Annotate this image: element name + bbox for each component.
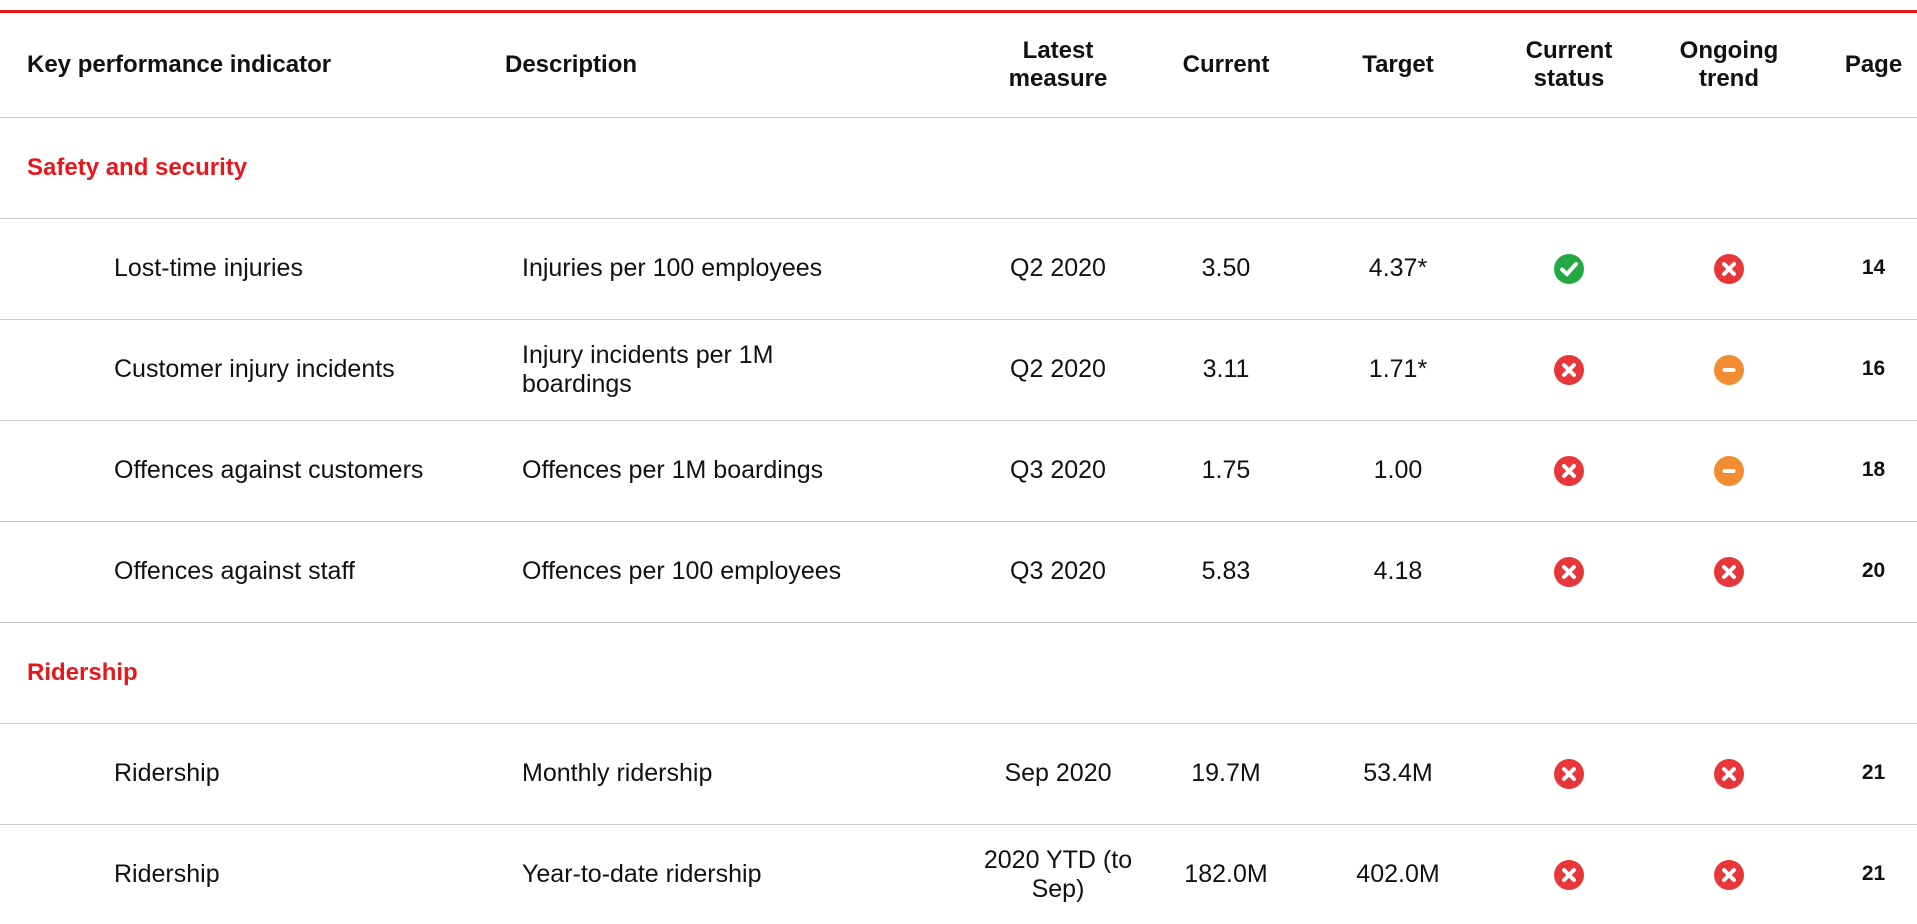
latest-measure: Sep 2020 [970,723,1146,825]
ongoing-trend [1648,521,1810,623]
current-status [1490,218,1648,320]
target-value: 402.0M [1306,824,1490,924]
target-value: 1.71* [1306,319,1490,421]
current-value: 1.75 [1146,420,1306,522]
ongoing-trend [1648,420,1810,522]
column-header: Description [495,13,970,118]
current-value: 182.0M [1146,824,1306,924]
description: Monthly ridership [495,723,970,825]
current-status [1490,420,1648,522]
column-header: Current [1146,13,1306,118]
column-header: Target [1306,13,1490,118]
page-number: 21 [1810,824,1917,924]
description: Injuries per 100 employees [495,218,970,320]
page-number: 16 [1810,319,1917,421]
column-header: Current status [1490,13,1648,118]
kpi-name: Offences against customers [0,420,495,522]
column-header: Latest measure [970,13,1146,118]
current-value: 5.83 [1146,521,1306,623]
status-icon [1554,556,1584,587]
column-header: Ongoing trend [1648,13,1810,118]
status-icon [1554,253,1584,284]
current-value: 19.7M [1146,723,1306,825]
kpi-name: Lost-time injuries [0,218,495,320]
section-title: Ridership [0,622,1917,724]
target-value: 4.18 [1306,521,1490,623]
kpi-row: Customer injury incidents Injury incident… [0,319,1917,421]
current-status [1490,824,1648,924]
status-icon [1714,758,1744,789]
latest-measure: Q2 2020 [970,319,1146,421]
target-value: 1.00 [1306,420,1490,522]
status-icon [1554,354,1584,385]
ongoing-trend [1648,218,1810,320]
top-rule [0,10,1917,13]
kpi-row: Ridership Year-to-date ridership 2020 YTD … [0,824,1917,924]
page-number: 18 [1810,420,1917,522]
latest-measure: Q3 2020 [970,521,1146,623]
status-icon [1554,455,1584,486]
current-status [1490,723,1648,825]
section-row: Safety and security [0,117,1917,219]
ongoing-trend [1648,319,1810,421]
status-icon [1714,556,1744,587]
kpi-table: Key performance indicator Description Late… [0,13,1917,924]
column-header: Key performance indicator [0,13,495,118]
target-value: 4.37* [1306,218,1490,320]
status-icon [1714,859,1744,890]
page-number: 14 [1810,218,1917,320]
status-icon [1554,758,1584,789]
current-status [1490,319,1648,421]
kpi-name: Ridership [0,824,495,924]
description: Offences per 100 employees [495,521,970,623]
section-row: Ridership [0,622,1917,724]
description: Injury incidents per 1M boardings [495,319,970,421]
status-icon [1554,859,1584,890]
kpi-row: Offences against staff Offences per 100 e… [0,521,1917,623]
description: Offences per 1M boardings [495,420,970,522]
kpi-row: Offences against customers Offences per 1… [0,420,1917,522]
ongoing-trend [1648,824,1810,924]
current-status [1490,521,1648,623]
latest-measure: 2020 YTD (to Sep) [970,824,1146,924]
target-value: 53.4M [1306,723,1490,825]
status-icon [1714,455,1744,486]
current-value: 3.50 [1146,218,1306,320]
section-title: Safety and security [0,117,1917,219]
kpi-name: Offences against staff [0,521,495,623]
status-icon [1714,253,1744,284]
description: Year-to-date ridership [495,824,970,924]
column-header: Page [1810,13,1917,118]
latest-measure: Q2 2020 [970,218,1146,320]
page-number: 21 [1810,723,1917,825]
status-icon [1714,354,1744,385]
table-body: Safety and security Lost-time injuries Inj… [0,117,1917,924]
header-row: Key performance indicator Description Late… [0,13,1917,118]
latest-measure: Q3 2020 [970,420,1146,522]
kpi-name: Ridership [0,723,495,825]
ongoing-trend [1648,723,1810,825]
kpi-name: Customer injury incidents [0,319,495,421]
kpi-row: Ridership Monthly ridership Sep 2020 19.7M 5… [0,723,1917,825]
current-value: 3.11 [1146,319,1306,421]
page-number: 20 [1810,521,1917,623]
kpi-row: Lost-time injuries Injuries per 100 emplo… [0,218,1917,320]
